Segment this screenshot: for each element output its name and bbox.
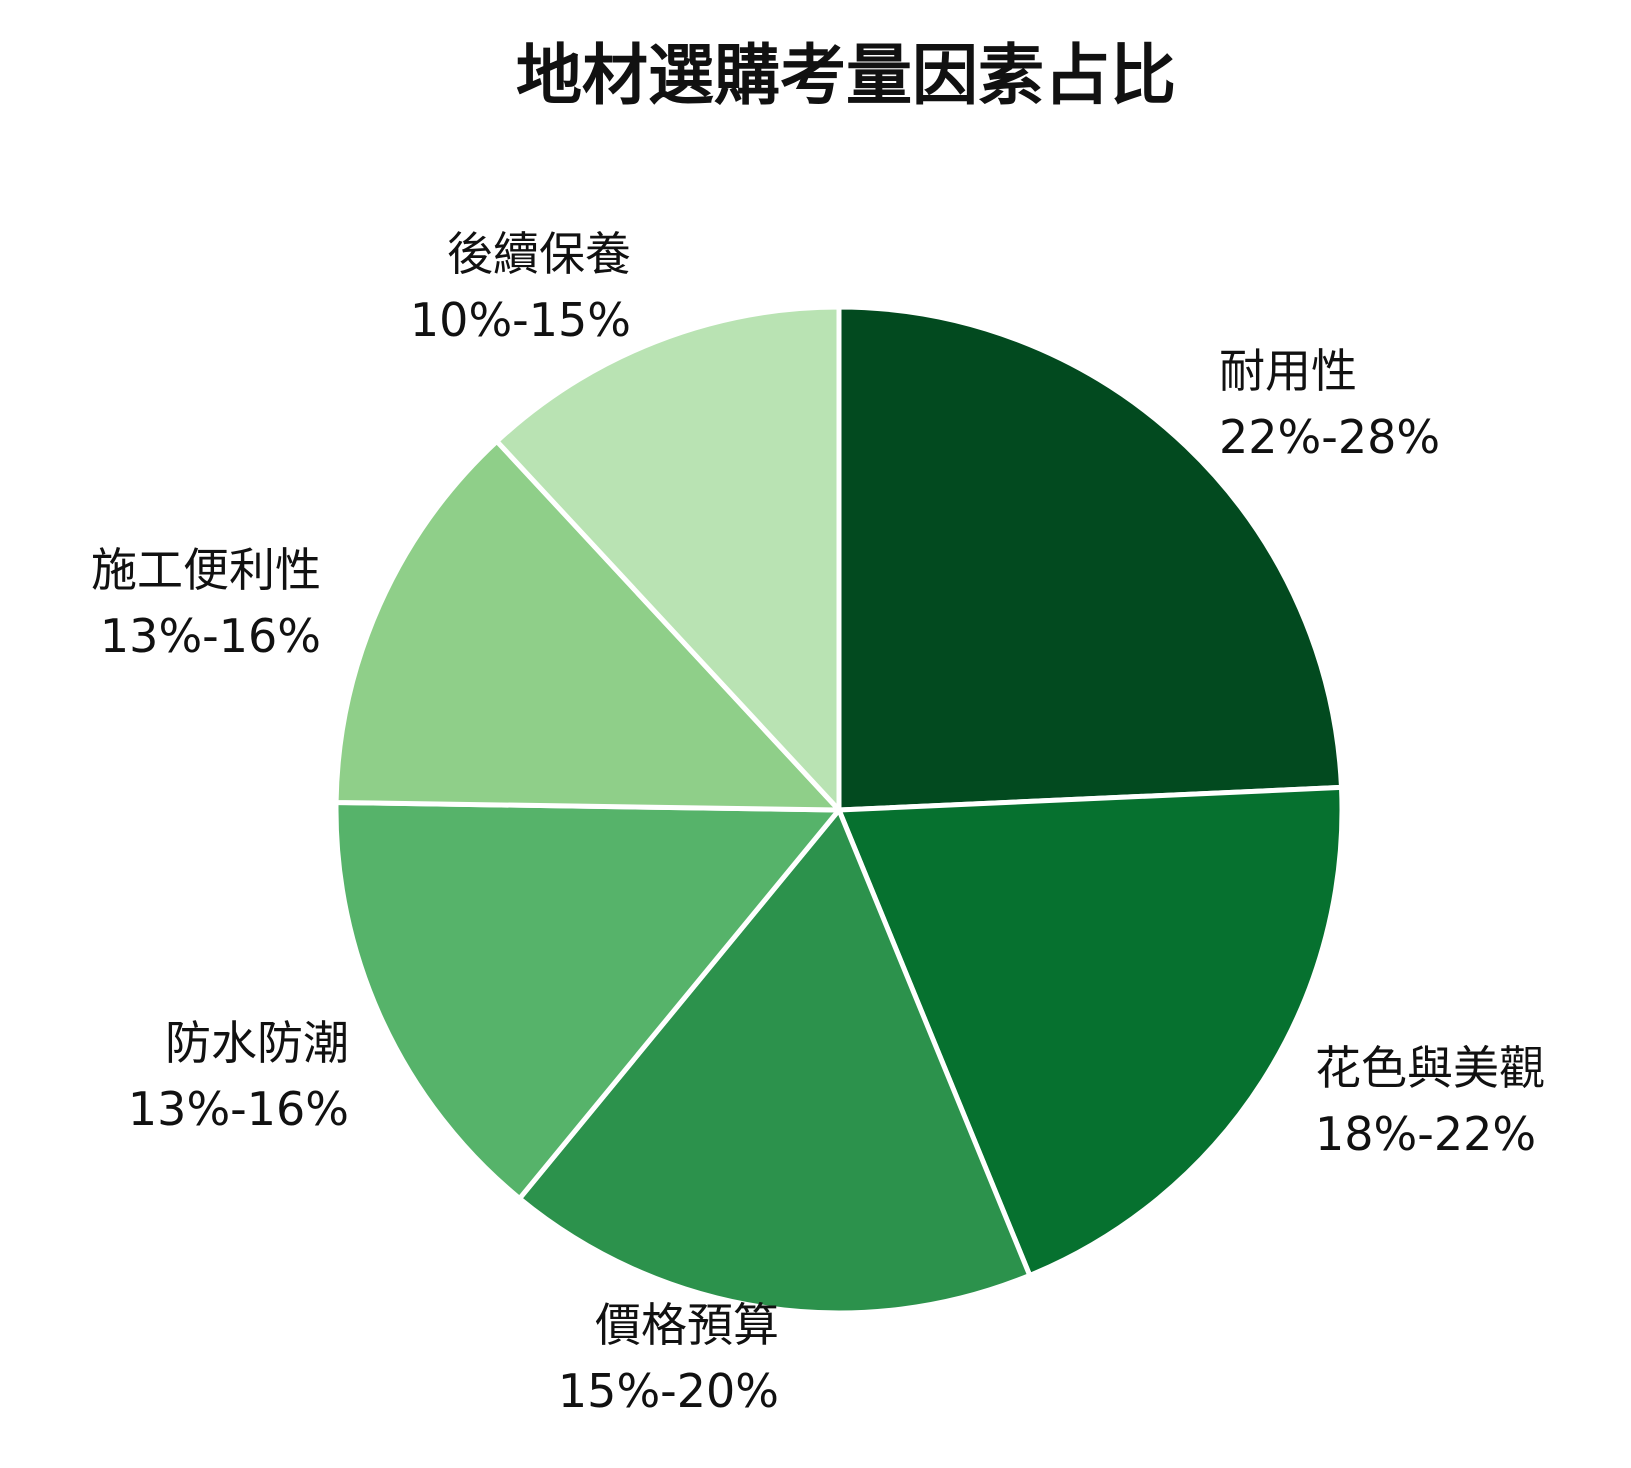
slice-label-6: 後續保養 [447,227,631,281]
slice-range-label-4: 13%-16% [128,1082,349,1136]
slice-range-label-2: 18%-22% [1315,1107,1536,1161]
pie-slices [333,304,1345,1316]
slice-range-label-5: 13%-16% [100,609,321,663]
slice-label-2: 花色與美觀 [1315,1041,1545,1095]
slice-label-3: 價格預算 [595,1298,779,1352]
chart-title: 地材選購考量因素占比 [516,37,1176,114]
slice-range-label-3: 15%-20% [558,1364,779,1418]
pie-slice-3 [517,807,1033,1316]
pie-slice-2 [836,784,1345,1278]
slice-label-5: 施工便利性 [91,543,321,597]
pie-slice-4 [333,799,842,1202]
slice-label-1: 耐用性 [1219,344,1357,398]
slice-label-4: 防水防潮 [165,1016,349,1070]
pie-slice-6 [494,304,842,813]
slice-range-label-6: 10%-15% [410,293,631,347]
pie-slice-1 [836,304,1344,813]
slice-range-label-1: 22%-28% [1219,410,1440,464]
pie-slice-5 [333,438,842,813]
pie-labels: 耐用性 22%-28% 花色與美觀 18%-22% 價格預算 15%-20% 防水防潮 13%… [91,227,1545,1418]
